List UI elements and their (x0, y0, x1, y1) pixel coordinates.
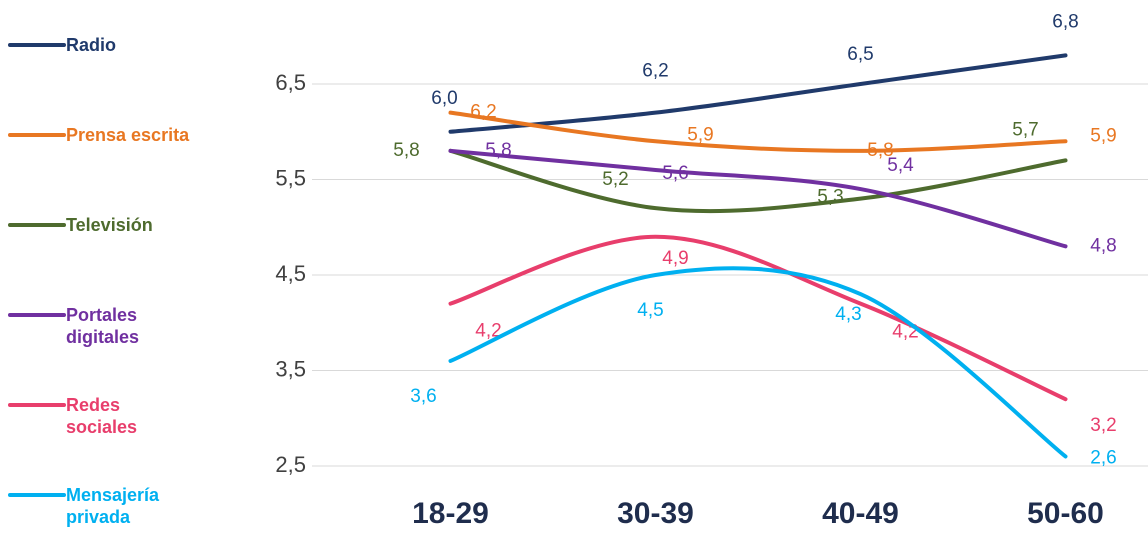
legend-swatch (8, 133, 66, 137)
value-label: 3,6 (410, 386, 436, 407)
value-label: 5,9 (1090, 125, 1116, 146)
series-line (448, 53, 1068, 134)
value-label: 3,2 (1090, 415, 1116, 436)
x-tick-label: 40-49 (822, 497, 899, 530)
series-line (448, 234, 1068, 402)
legend-label: Mensajería privada (66, 485, 160, 527)
value-label: 6,0 (431, 88, 457, 109)
value-label: 5,2 (602, 169, 628, 190)
value-label: 5,8 (485, 140, 511, 161)
value-label: 4,8 (1090, 235, 1116, 256)
legend-item: Televisión (8, 214, 153, 236)
legend-item: Prensa escrita (8, 124, 189, 146)
x-tick-label: 18-29 (412, 497, 489, 530)
legend-label: Prensa escrita (66, 125, 190, 145)
legend-label: Televisión (66, 215, 153, 235)
y-tick-label: 6,5 (275, 70, 306, 95)
value-label: 5,6 (662, 163, 688, 184)
x-tick-label: 30-39 (617, 497, 694, 530)
value-label: 5,8 (393, 140, 419, 161)
value-label: 5,9 (687, 124, 713, 145)
legend-item: Mensajería privada (8, 484, 176, 528)
value-label: 6,5 (847, 44, 873, 65)
legend-swatch (8, 313, 66, 317)
y-tick-label: 4,5 (275, 261, 306, 286)
x-tick-label: 50-60 (1027, 497, 1104, 530)
value-label: 6,2 (642, 61, 668, 82)
legend-swatch (8, 223, 66, 227)
value-label: 4,2 (475, 321, 501, 342)
legend-item: Portales digitales (8, 304, 176, 348)
series-line (448, 266, 1068, 459)
legend-label: Redes sociales (66, 395, 138, 437)
legend-swatch (8, 403, 66, 407)
y-tick-label: 5,5 (275, 165, 306, 190)
legend-swatch (8, 493, 66, 497)
value-label: 5,8 (867, 140, 893, 161)
value-label: 5,3 (817, 187, 843, 208)
legend-item: Radio (8, 34, 116, 56)
series-line (448, 148, 1068, 249)
value-label: 4,9 (662, 248, 688, 269)
value-label: 4,5 (637, 300, 663, 321)
legend-item: Redes sociales (8, 394, 176, 438)
value-label: 5,7 (1012, 119, 1038, 140)
legend-swatch (8, 43, 66, 47)
value-label: 2,6 (1090, 447, 1116, 468)
value-label: 6,2 (470, 102, 496, 123)
y-tick-label: 2,5 (275, 452, 306, 477)
value-label: 6,8 (1052, 11, 1078, 32)
series-line (448, 148, 1068, 214)
series-line (448, 110, 1068, 153)
legend-label: Radio (66, 35, 117, 55)
legend-label: Portales digitales (66, 305, 140, 347)
value-label: 5,4 (887, 155, 914, 176)
value-label: 4,3 (835, 304, 861, 325)
y-tick-label: 3,5 (275, 356, 306, 381)
